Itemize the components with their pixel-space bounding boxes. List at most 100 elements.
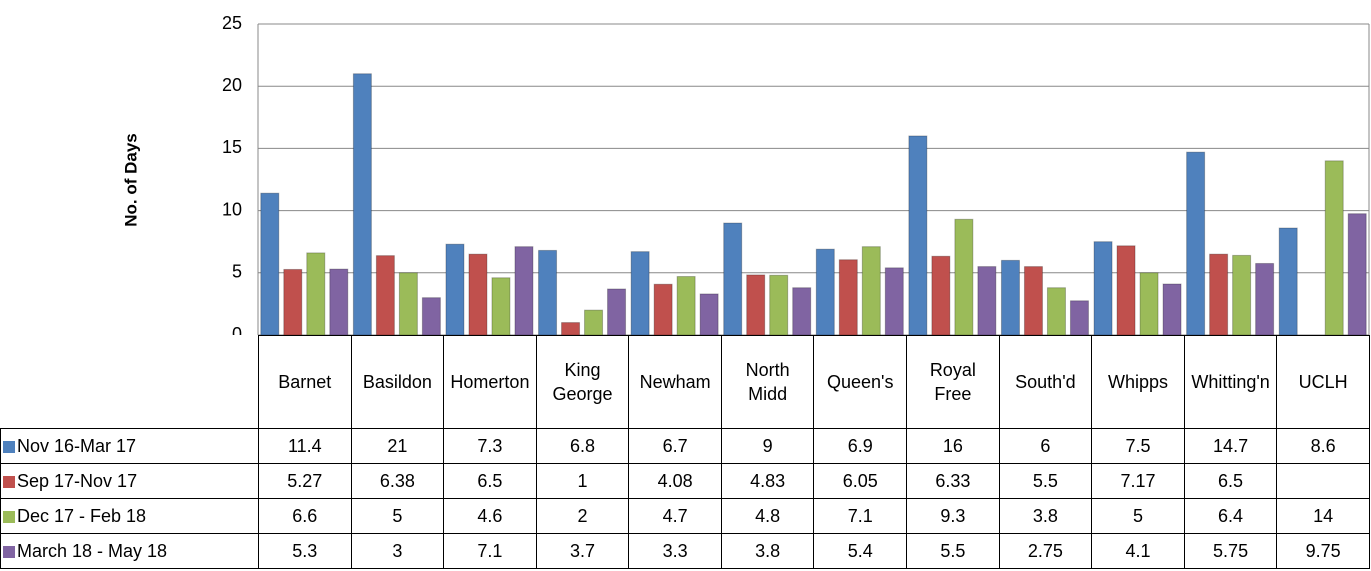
data-cell: 6.33: [906, 463, 1000, 499]
chart: No. of Days 0 5 10 15 20 25: [121, 13, 1370, 335]
y-tick-label: 25: [222, 13, 242, 33]
bar: [445, 243, 465, 335]
bar: [421, 297, 441, 335]
bar: [1278, 227, 1298, 335]
data-cell: 8.6: [1276, 428, 1370, 464]
legend-entry: March 18 - May 18: [0, 533, 259, 569]
bar: [1232, 254, 1252, 335]
legend-label: Dec 17 - Feb 18: [17, 506, 147, 526]
bar: [306, 252, 326, 335]
data-table: Barnet Basildon Homerton King George Newham N…: [0, 335, 1370, 569]
legend-swatch: [3, 476, 15, 488]
x-tick-label: Royal Free: [906, 335, 1000, 429]
y-tick-label: 20: [222, 75, 242, 95]
legend-label: Nov 16-Mar 17: [17, 436, 137, 456]
series-row: Dec 17 - Feb 18 6.6 5 4.6 2 4.7 4.8 7.1 9.3 3.8 5 6…: [0, 498, 1370, 534]
bar: [1139, 272, 1159, 335]
bar: [1347, 213, 1367, 335]
bar: [1209, 253, 1229, 335]
y-tick-label: 0: [232, 324, 242, 335]
bar: [653, 283, 673, 335]
bar: [861, 246, 881, 335]
x-tick-label: South'd: [998, 335, 1093, 429]
data-cell: 4.83: [720, 463, 815, 499]
data-cell: 2.75: [998, 533, 1093, 569]
bar: [723, 222, 743, 335]
x-tick-label: Homerton: [443, 335, 537, 429]
data-cell: 6.38: [350, 463, 445, 499]
category-row: Barnet Basildon Homerton King George Newham N…: [0, 335, 1370, 429]
y-axis-label: No. of Days: [121, 133, 140, 227]
data-cell: 7.3: [443, 428, 537, 464]
bar: [977, 266, 997, 335]
bar: [1093, 241, 1113, 335]
x-tick-label: Queen's: [813, 335, 908, 429]
data-cell: 6.5: [1183, 463, 1278, 499]
bar: [283, 268, 303, 335]
data-cell: 6.5: [443, 463, 537, 499]
bar: [514, 246, 534, 335]
bar: [561, 322, 581, 335]
bar: [1069, 300, 1089, 335]
legend-swatch: [3, 441, 15, 453]
bar: [1000, 259, 1020, 335]
data-cell: 9: [720, 428, 815, 464]
corner: [0, 335, 259, 429]
legend-label: Sep 17-Nov 17: [17, 471, 138, 491]
x-tick-label: North Midd: [720, 335, 815, 429]
legend-entry: Dec 17 - Feb 18: [0, 498, 259, 534]
data-cell: 6.9: [813, 428, 908, 464]
bar: [398, 272, 418, 335]
data-cell: 6: [998, 428, 1093, 464]
bar: [1255, 262, 1275, 335]
data-cell: 9.75: [1276, 533, 1370, 569]
data-cell: 5: [350, 498, 445, 534]
data-cell: 5.3: [258, 533, 352, 569]
y-tick-label: 10: [222, 199, 242, 219]
bar: [699, 293, 719, 335]
data-cell: 3.8: [720, 533, 815, 569]
x-tick-label: Whipps: [1091, 335, 1185, 429]
series-row: Sep 17-Nov 17 5.27 6.38 6.5 1 4.08 4.83 6.05 6.3…: [0, 463, 1370, 499]
bar: [630, 251, 650, 335]
bar: [329, 268, 349, 335]
bar: [931, 255, 951, 335]
data-cell: 5.4: [813, 533, 908, 569]
bar: [838, 259, 858, 335]
x-tick-label: King George: [535, 335, 630, 429]
legend-entry: Nov 16-Mar 17: [0, 428, 259, 464]
data-cell: 6.05: [813, 463, 908, 499]
bar: [538, 249, 558, 335]
bar: [676, 276, 696, 335]
data-cell: 11.4: [258, 428, 352, 464]
x-tick-label: Basildon: [350, 335, 445, 429]
data-cell: 4.08: [628, 463, 722, 499]
x-tick-label: Barnet: [258, 335, 352, 429]
data-cell: 6.8: [535, 428, 630, 464]
bar: [746, 274, 766, 335]
bar: [1116, 245, 1136, 335]
bar: [352, 73, 372, 335]
bar: [954, 218, 974, 335]
y-tick-label: 15: [222, 137, 242, 157]
bar: [260, 192, 280, 335]
data-cell: 2: [535, 498, 630, 534]
bar: [1046, 287, 1066, 335]
bar: [1023, 266, 1043, 335]
data-cell: 1: [535, 463, 630, 499]
legend-swatch: [3, 546, 15, 558]
bar: [584, 309, 604, 335]
bar: [1186, 151, 1206, 335]
data-cell: 5: [1091, 498, 1185, 534]
bar: [884, 267, 904, 335]
x-tick-label: Newham: [628, 335, 722, 429]
legend-entry: Sep 17-Nov 17: [0, 463, 259, 499]
legend-label: March 18 - May 18: [17, 541, 168, 561]
data-cell: 7.1: [443, 533, 537, 569]
data-cell: 5.5: [906, 533, 1000, 569]
bar: [1324, 160, 1344, 335]
bar: [491, 277, 511, 335]
data-cell: 5.27: [258, 463, 352, 499]
data-cell: 3: [350, 533, 445, 569]
data-cell: 6.4: [1183, 498, 1278, 534]
